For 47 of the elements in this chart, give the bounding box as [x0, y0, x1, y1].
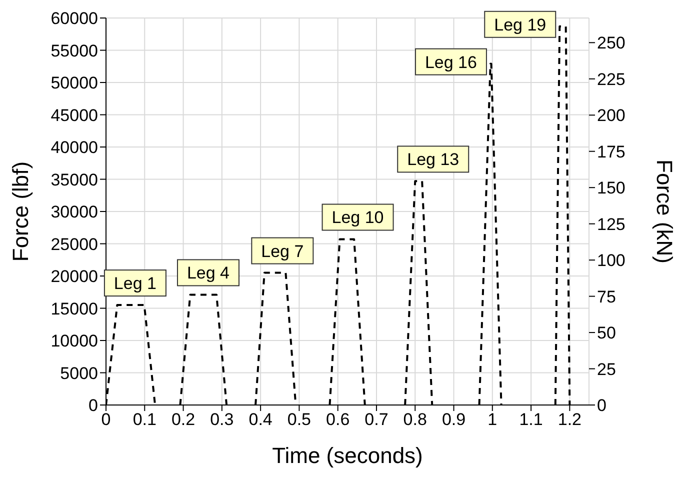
x-tick-label: 1	[488, 410, 498, 430]
y-tick-label: 20000	[50, 267, 98, 286]
x-tick-label: 0.8	[403, 410, 427, 430]
y2-tick-label: 100	[597, 251, 626, 270]
x-tick-label: 0.9	[442, 410, 466, 430]
x-tick-label: 0.1	[132, 410, 156, 430]
y2-tick-label: 250	[597, 34, 626, 53]
y2-tick-label: 175	[597, 142, 626, 162]
annotation: Leg 10	[332, 208, 384, 228]
x-tick-label: 0.3	[210, 410, 234, 430]
annotation: Leg 16	[424, 52, 477, 72]
x-tick-label: 0.7	[364, 410, 388, 430]
x-tick-label: 1.2	[558, 410, 582, 430]
y2-tick-label: 225	[597, 70, 626, 89]
y-tick-label: 5000	[60, 364, 98, 383]
x-tick-label: 1.1	[519, 410, 543, 430]
y-tick-label: 30000	[50, 202, 98, 222]
y2-tick-label: 0	[597, 396, 606, 416]
y-tick-label: 50000	[50, 74, 98, 93]
y-tick-label: 60000	[50, 9, 98, 28]
annotation: Leg 19	[494, 15, 546, 34]
y2-tick-label: 200	[597, 106, 626, 126]
y-tick-label: 15000	[50, 299, 98, 318]
y-tick-label: 10000	[50, 332, 98, 351]
annotation: Leg 1	[114, 274, 156, 294]
y2-tick-label: 75	[597, 287, 616, 306]
annotation: Leg 13	[407, 150, 460, 170]
x-tick-label: 0.2	[171, 410, 196, 430]
y-tick-label: 55000	[50, 41, 98, 60]
x-axis-title: Time (seconds)	[272, 443, 423, 468]
y2-tick-label: 150	[597, 178, 626, 198]
x-tick-label: 0.4	[248, 410, 272, 430]
y2-tick-label: 125	[597, 214, 626, 234]
y-tick-label: 0	[88, 396, 98, 416]
annotation: Leg 7	[261, 242, 304, 261]
y2-tick-label: 50	[597, 324, 616, 343]
annotation: Leg 4	[186, 264, 230, 283]
y2-tick-label: 25	[597, 360, 616, 379]
y-tick-label: 35000	[50, 170, 98, 190]
y-tick-label: 45000	[50, 106, 98, 125]
y2-axis-title: Force (kN)	[652, 160, 678, 264]
x-tick-label: 0.6	[326, 410, 350, 430]
x-tick-label: 0.5	[287, 410, 312, 430]
y-tick-label: 40000	[50, 138, 98, 158]
y-tick-label: 25000	[50, 234, 98, 254]
x-tick-label: 0	[101, 410, 111, 430]
y-axis-title: Force (lbf)	[8, 161, 33, 262]
